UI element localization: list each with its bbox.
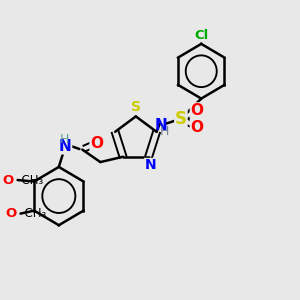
Text: N: N [155,118,167,133]
Text: O: O [190,103,203,118]
Text: Cl: Cl [194,28,208,41]
Text: O: O [3,173,14,187]
Text: O: O [5,207,17,220]
Text: H: H [59,133,69,146]
Text: H: H [160,125,169,138]
Text: S: S [175,110,187,128]
Text: O: O [90,136,103,151]
Text: CH₃: CH₃ [17,207,46,220]
Text: N: N [59,139,72,154]
Text: CH₃: CH₃ [14,173,43,187]
Text: N: N [144,158,156,172]
Text: O: O [190,120,203,135]
Text: S: S [131,100,141,114]
